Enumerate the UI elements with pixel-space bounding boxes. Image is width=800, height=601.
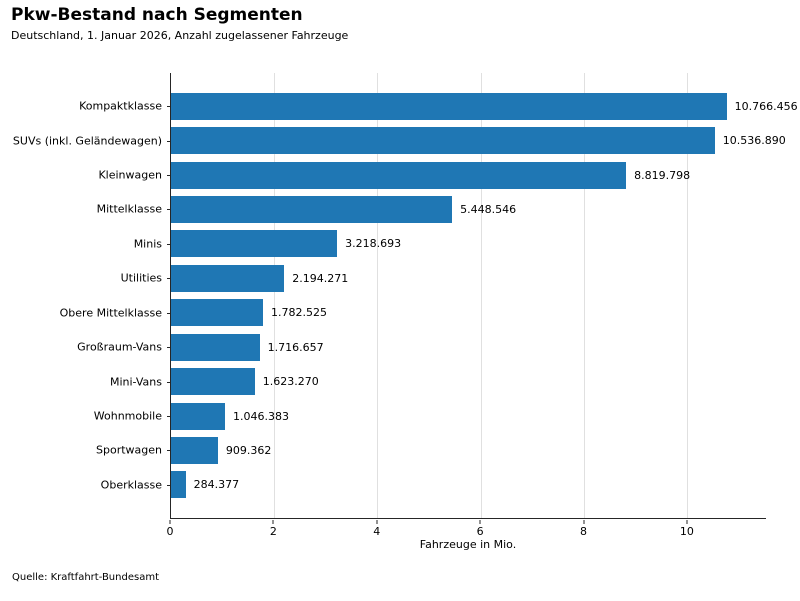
value-bar [171, 299, 263, 327]
y-tick-mark [167, 209, 171, 211]
value-bar [171, 368, 255, 396]
chart-subtitle: Deutschland, 1. Januar 2026, Anzahl zuge… [11, 29, 349, 42]
x-tick-label: 6 [476, 525, 484, 538]
plot-area: Kompaktklasse 10.766.456 SUVs (inkl. Gelän… [13, 73, 798, 519]
value-bar [171, 264, 285, 292]
category-label: SUVs (inkl. Geländewagen) [12, 134, 162, 148]
x-tick-label: 2 [269, 525, 277, 538]
value-bar [171, 333, 260, 361]
value-label: 3.218.693 [345, 237, 402, 251]
x-tick-label: 10 [679, 525, 694, 538]
category-label: Wohnmobile [93, 409, 162, 423]
value-bar [171, 92, 727, 120]
value-bar [171, 230, 338, 258]
y-tick-mark [167, 278, 171, 280]
bar-row: Oberklasse 284.377 [101, 468, 766, 502]
bar-row: Obere Mittelklasse 1.782.525 [60, 296, 766, 330]
value-bar [171, 127, 715, 155]
bar-row: Wohnmobile 1.046.383 [94, 399, 766, 433]
value-label: 5.448.546 [460, 202, 517, 216]
x-tick-label: 4 [373, 525, 381, 538]
bar-row: Sportwagen 909.362 [96, 433, 766, 467]
category-label: Oberklasse [100, 478, 162, 492]
gridline [583, 73, 585, 518]
value-label: 8.819.798 [634, 168, 691, 182]
bar-row: Utilities 2.194.271 [121, 261, 766, 295]
category-label: Großraum-Vans [77, 340, 162, 354]
category-label: Obere Mittelklasse [59, 306, 162, 320]
bar-row: Kleinwagen 8.819.798 [98, 158, 766, 192]
y-tick-mark [167, 484, 171, 486]
x-tick-mark [376, 520, 378, 524]
gridline [687, 73, 689, 518]
x-tick-mark [272, 520, 274, 524]
category-label: Utilities [120, 271, 162, 285]
gridline [274, 73, 276, 518]
y-tick-mark [167, 347, 171, 349]
y-tick-mark [167, 450, 171, 452]
x-tick-mark [686, 520, 688, 524]
value-bar [171, 471, 186, 499]
source-note: Quelle: Kraftfahrt-Bundesamt [12, 572, 159, 583]
gridline [480, 73, 482, 518]
value-label: 1.782.525 [270, 306, 327, 320]
value-bar [171, 161, 627, 189]
category-label: Kompaktklasse [79, 99, 162, 113]
x-axis-label: Fahrzeuge in Mio. [419, 538, 517, 551]
bar-row: Großraum-Vans 1.716.657 [77, 330, 766, 364]
y-tick-mark [167, 106, 171, 108]
bar-row: Kompaktklasse 10.766.456 [79, 89, 798, 123]
category-label: Minis [133, 237, 162, 251]
x-tick-mark [479, 520, 481, 524]
bar-rows: Kompaktklasse 10.766.456 SUVs (inkl. Gelän… [13, 89, 798, 502]
category-label: Kleinwagen [98, 168, 162, 182]
value-label: 1.046.383 [232, 409, 289, 423]
value-label: 10.766.456 [734, 99, 798, 113]
x-tick-mark [169, 520, 171, 524]
x-tick-label: 0 [166, 525, 174, 538]
y-tick-mark [167, 243, 171, 245]
y-tick-mark [167, 381, 171, 383]
value-bar [171, 436, 218, 464]
category-label: Mini-Vans [109, 375, 162, 389]
category-label: Mittelklasse [96, 202, 162, 216]
value-label: 1.623.270 [262, 375, 319, 389]
x-tick-label: 8 [580, 525, 588, 538]
y-tick-mark [167, 312, 171, 314]
chart-title: Pkw-Bestand nach Segmenten [11, 5, 303, 25]
category-label: Sportwagen [96, 443, 162, 457]
bar-row: Mini-Vans 1.623.270 [110, 364, 766, 398]
bar-row: Minis 3.218.693 [134, 227, 766, 261]
y-tick-mark [167, 140, 171, 142]
value-label: 1.716.657 [267, 340, 324, 354]
y-tick-mark [167, 175, 171, 177]
value-label: 10.536.890 [722, 134, 786, 148]
value-bar [171, 402, 225, 430]
value-label: 909.362 [225, 443, 272, 457]
bar-row: SUVs (inkl. Geländewagen) 10.536.890 [13, 123, 786, 157]
value-label: 284.377 [193, 478, 240, 492]
x-tick-mark [583, 520, 585, 524]
value-label: 2.194.271 [292, 271, 349, 285]
gridline [377, 73, 379, 518]
bar-row: Mittelklasse 5.448.546 [97, 192, 766, 226]
value-bar [171, 195, 453, 223]
y-tick-mark [167, 416, 171, 417]
